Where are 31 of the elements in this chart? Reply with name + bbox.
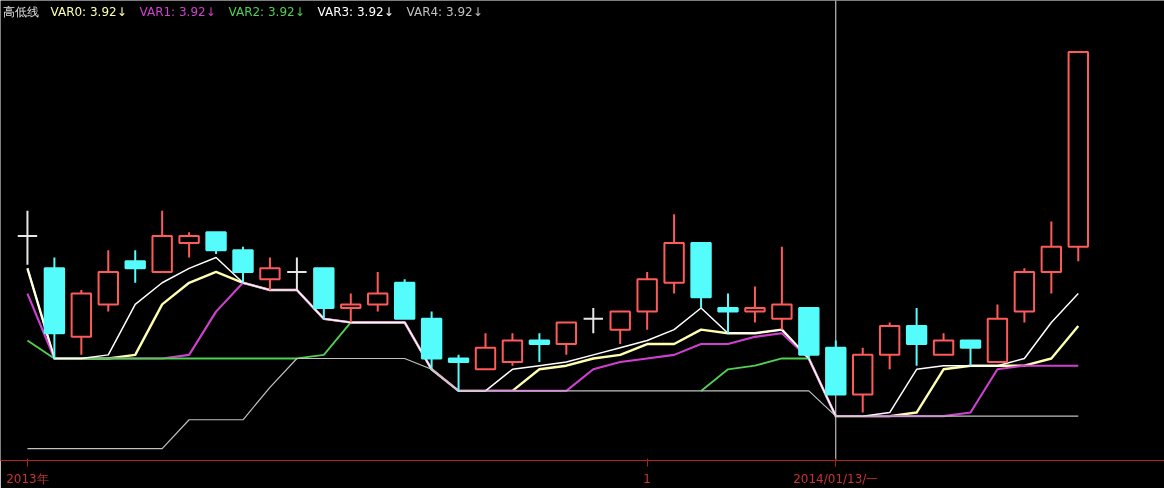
candlestick <box>771 245 793 331</box>
candlestick <box>286 256 308 291</box>
candlestick <box>232 245 254 284</box>
candlestick <box>905 307 928 367</box>
candlestick <box>178 231 200 259</box>
candlestick <box>609 310 631 346</box>
candlestick <box>528 332 551 364</box>
candlestick <box>717 292 739 335</box>
candlestick <box>340 292 362 324</box>
candlestick <box>932 332 955 356</box>
candlestick <box>474 332 497 371</box>
candlestick <box>205 231 227 255</box>
chart-title: 高低线 <box>2 4 39 19</box>
candlestick <box>367 270 389 313</box>
x-tick-label: 1 <box>643 471 651 486</box>
text: VAR4: 3.92↓ <box>406 4 483 19</box>
text: VAR1: 3.92↓ <box>139 4 216 19</box>
candlestick <box>744 285 766 324</box>
text: VAR2: 3.92↓ <box>228 4 305 19</box>
candlestick <box>555 321 578 356</box>
candlestick <box>959 339 982 367</box>
candlestick <box>447 353 470 392</box>
x-tick-label: 2013年 <box>6 471 49 486</box>
candlestick <box>501 332 524 367</box>
candlestick <box>259 256 281 291</box>
candlestick <box>16 209 39 266</box>
x-tick-label: 2014/01/13/一 <box>793 471 879 486</box>
candlestick <box>124 249 146 284</box>
text: VAR0: 3.92↓ <box>50 4 127 19</box>
candlestick <box>582 307 604 335</box>
text: VAR3: 3.92↓ <box>317 4 394 19</box>
